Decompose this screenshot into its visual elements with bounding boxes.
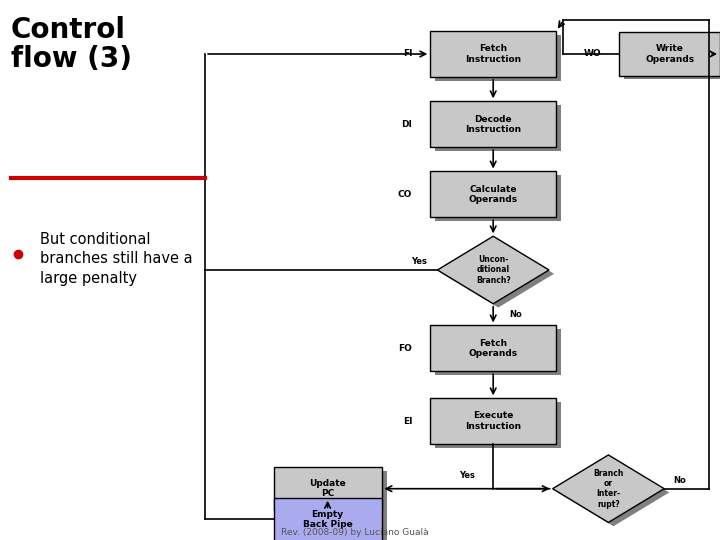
Bar xyxy=(619,32,720,76)
Polygon shape xyxy=(438,237,549,303)
Polygon shape xyxy=(442,240,554,308)
Bar xyxy=(431,31,557,77)
Text: Branch
or
Inter-
rupt?: Branch or Inter- rupt? xyxy=(593,469,624,509)
Text: DI: DI xyxy=(401,120,412,129)
Polygon shape xyxy=(557,459,670,526)
Text: EI: EI xyxy=(402,417,412,426)
Text: CO: CO xyxy=(398,190,412,199)
Bar xyxy=(435,329,562,375)
Bar xyxy=(279,502,387,540)
Polygon shape xyxy=(553,455,665,523)
Text: WO: WO xyxy=(584,50,601,58)
Bar xyxy=(431,102,557,147)
Bar xyxy=(624,36,720,79)
Text: Fetch
Instruction: Fetch Instruction xyxy=(465,44,521,64)
Text: FI: FI xyxy=(402,50,412,58)
Bar xyxy=(431,172,557,217)
Text: Write
Operands: Write Operands xyxy=(645,44,694,64)
Text: Yes: Yes xyxy=(459,471,475,480)
Text: Calculate
Operands: Calculate Operands xyxy=(469,185,518,204)
Bar xyxy=(274,467,382,510)
Bar xyxy=(279,471,387,514)
Text: Yes: Yes xyxy=(410,258,426,266)
Text: Rev. (2008-09) by Luciano Gualà: Rev. (2008-09) by Luciano Gualà xyxy=(281,528,428,537)
Bar xyxy=(435,175,562,221)
Text: No: No xyxy=(673,476,685,485)
Bar xyxy=(435,402,562,448)
Text: FO: FO xyxy=(398,344,412,353)
Bar xyxy=(435,105,562,151)
Text: Empty
Back Pipe: Empty Back Pipe xyxy=(302,510,353,529)
Bar xyxy=(431,325,557,372)
Text: No: No xyxy=(509,310,522,319)
Text: Fetch
Operands: Fetch Operands xyxy=(469,339,518,358)
Text: Decode
Instruction: Decode Instruction xyxy=(465,114,521,134)
Text: Uncon-
ditional
Branch?: Uncon- ditional Branch? xyxy=(476,255,510,285)
Text: Control
flow (3): Control flow (3) xyxy=(11,16,132,73)
Text: Execute
Instruction: Execute Instruction xyxy=(465,411,521,431)
Text: But conditional
branches still have a
large penalty: But conditional branches still have a la… xyxy=(40,232,192,286)
Bar xyxy=(274,498,382,540)
Text: Update
PC: Update PC xyxy=(309,479,346,498)
Bar xyxy=(431,399,557,444)
Bar xyxy=(435,35,562,80)
